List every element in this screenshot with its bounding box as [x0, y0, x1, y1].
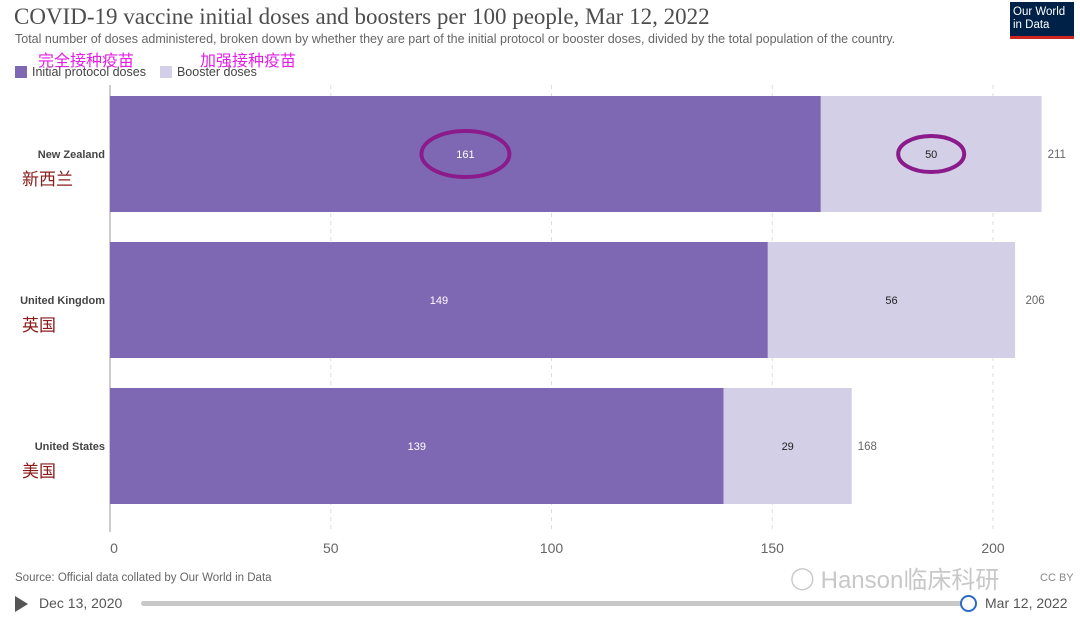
category-label-cn-united-kingdom: 英国	[22, 316, 56, 335]
license-label[interactable]: CC BY	[1040, 572, 1074, 584]
x-tick-label-0: 0	[110, 540, 118, 556]
logo-line-2: in Data	[1013, 19, 1050, 31]
legend-item-booster[interactable]: Booster doses	[159, 65, 257, 79]
watermark: ◯ Hanson临床科研	[790, 560, 999, 595]
data-label-total-united-states: 168	[858, 441, 877, 453]
bar-initial-united-kingdom	[110, 242, 768, 358]
x-tick-label-150: 150	[761, 540, 785, 556]
watermark-text: Hanson临床科研	[820, 567, 1000, 594]
bar-initial-new-zealand	[110, 96, 821, 212]
legend: Initial protocol doses Booster doses	[15, 65, 257, 79]
bar-initial-united-states	[110, 388, 724, 504]
category-label-new-zealand: New Zealand	[38, 149, 105, 161]
logo-line-1: Our World	[1013, 6, 1066, 18]
category-label-cn-new-zealand: 新西兰	[22, 170, 73, 189]
data-label-booster-united-kingdom: 56	[885, 295, 897, 307]
timeline-start-date: Dec 13, 2020	[39, 595, 123, 611]
annotation-initial-cn: 完全接种疫苗	[38, 53, 135, 70]
data-label-total-new-zealand: 211	[1048, 149, 1066, 161]
legend-swatch-booster	[159, 66, 172, 78]
bar-booster-united-states	[723, 388, 852, 504]
data-label-total-united-kingdom: 206	[1025, 295, 1044, 307]
highlight-ellipse-booster	[896, 134, 967, 174]
data-label-booster-united-states: 29	[782, 441, 794, 453]
category-label-cn-united-states: 美国	[22, 462, 56, 481]
timeline: Dec 13, 2020 Mar 12, 2022	[15, 592, 1075, 616]
play-icon[interactable]	[15, 596, 28, 612]
data-label-initial-united-states: 139	[408, 441, 426, 453]
chart-title: COVID-19 vaccine initial doses and boost…	[14, 4, 710, 29]
highlight-ellipse-initial	[419, 129, 512, 179]
timeline-end-date: Mar 12, 2022	[985, 595, 1068, 611]
legend-item-initial[interactable]: Initial protocol doses	[15, 65, 146, 79]
legend-swatch-initial	[15, 66, 27, 78]
timeline-track[interactable]	[141, 601, 969, 606]
data-label-initial-united-kingdom: 149	[430, 295, 448, 307]
source-note: Source: Official data collated by Our Wo…	[15, 572, 272, 584]
timeline-handle[interactable]	[960, 595, 977, 612]
category-label-united-kingdom: United Kingdom	[20, 295, 105, 307]
category-label-united-states: United States	[35, 441, 105, 453]
bar-booster-united-kingdom	[767, 242, 1016, 358]
bar-booster-new-zealand	[820, 96, 1042, 212]
x-tick-label-100: 100	[540, 540, 564, 556]
bar-chart: 0 50 100 150 200 161 50 211 New Zealand 新西兰 149 56 2…	[20, 85, 1066, 556]
legend-label-booster: Booster doses	[176, 65, 257, 79]
x-tick-label-200: 200	[981, 540, 1005, 556]
owid-logo[interactable]: Our World in Data	[1010, 2, 1074, 39]
legend-label-initial: Initial protocol doses	[32, 65, 146, 79]
x-tick-label-50: 50	[323, 540, 339, 556]
annotation-booster-cn: 加强接种疫苗	[200, 53, 297, 70]
chart-subtitle: Total number of doses administered, brok…	[15, 32, 896, 46]
data-label-initial-new-zealand: 161	[456, 149, 474, 161]
wechat-icon: ◯	[790, 564, 815, 590]
data-label-booster-new-zealand: 50	[925, 149, 937, 161]
